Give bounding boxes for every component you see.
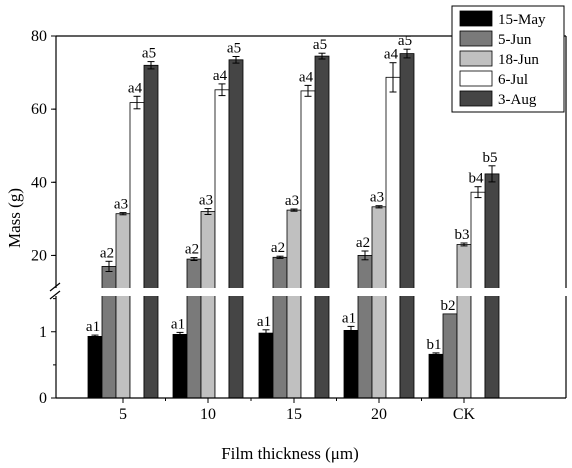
bar [200,211,216,399]
y-tick-label: 40 [31,174,47,191]
legend-entry: 5-Jun [498,32,532,48]
legend-swatch [459,90,493,107]
legend-swatch [459,10,493,27]
bar [399,53,415,399]
bar [129,102,145,399]
bar [186,258,202,399]
legend-swatch [459,30,493,47]
significance-label: a4 [128,80,143,96]
x-tick-label: 5 [119,406,127,423]
bar [143,64,159,399]
bar [442,313,458,399]
legend-swatch [459,70,493,87]
significance-label: a5 [313,37,327,53]
x-axis-label: Film thickness (μm) [221,444,359,463]
significance-label: a1 [257,314,271,330]
bar [300,90,316,399]
legend-entry: 15-May [498,12,546,28]
bar [385,76,401,399]
axis-break-mark [49,282,61,292]
bar [228,59,244,399]
bar [172,333,188,399]
bar [314,55,330,399]
significance-label: a5 [142,46,156,62]
significance-label: b4 [469,171,485,187]
bar [286,209,302,399]
significance-label: a2 [271,240,285,256]
bar [428,353,444,399]
axis-break-mark [49,290,61,300]
bar [371,206,387,399]
significance-label: a1 [342,310,356,326]
significance-label: a3 [114,197,128,213]
significance-label: a2 [356,235,370,251]
significance-label: a5 [398,33,412,49]
significance-label: a5 [227,41,241,57]
significance-label: b3 [455,227,470,243]
y-tick-label: 60 [31,101,47,118]
bar [214,89,230,399]
bar [357,254,373,399]
y-axis-label: Mass (g) [5,188,24,248]
y-tick-label: 20 [31,247,47,264]
significance-label: b5 [483,150,498,166]
significance-label: a4 [299,69,314,85]
significance-label: a3 [370,190,384,206]
significance-label: a1 [171,316,185,332]
y-tick-label: 0 [39,390,47,407]
bar [115,213,131,399]
bar [87,335,103,399]
y-tick-label: 1 [39,324,47,341]
significance-label: a4 [384,47,399,63]
significance-label: b1 [427,337,442,353]
significance-label: b2 [441,298,456,314]
significance-label: a1 [86,319,100,335]
significance-label: a4 [213,68,228,84]
bar [456,244,472,399]
x-tick-label: 15 [286,406,302,423]
legend-entry: 18-Jun [498,52,539,68]
bar [484,173,500,399]
bar [343,329,359,399]
legend-swatch [459,50,493,67]
significance-label: a3 [199,193,213,209]
x-tick-label: CK [453,406,476,423]
significance-label: a3 [285,193,299,209]
significance-label: a2 [100,245,114,261]
bar [258,332,274,399]
x-tick-label: 10 [200,406,216,423]
y-tick-label: 80 [31,28,47,45]
bar [101,265,117,399]
legend-entry: 3-Aug [498,92,537,108]
significance-label: a2 [185,242,199,258]
bar [272,256,288,399]
legend-entry: 6-Jul [498,72,528,88]
x-tick-label: 20 [371,406,387,423]
axis-break-gap [50,288,568,296]
